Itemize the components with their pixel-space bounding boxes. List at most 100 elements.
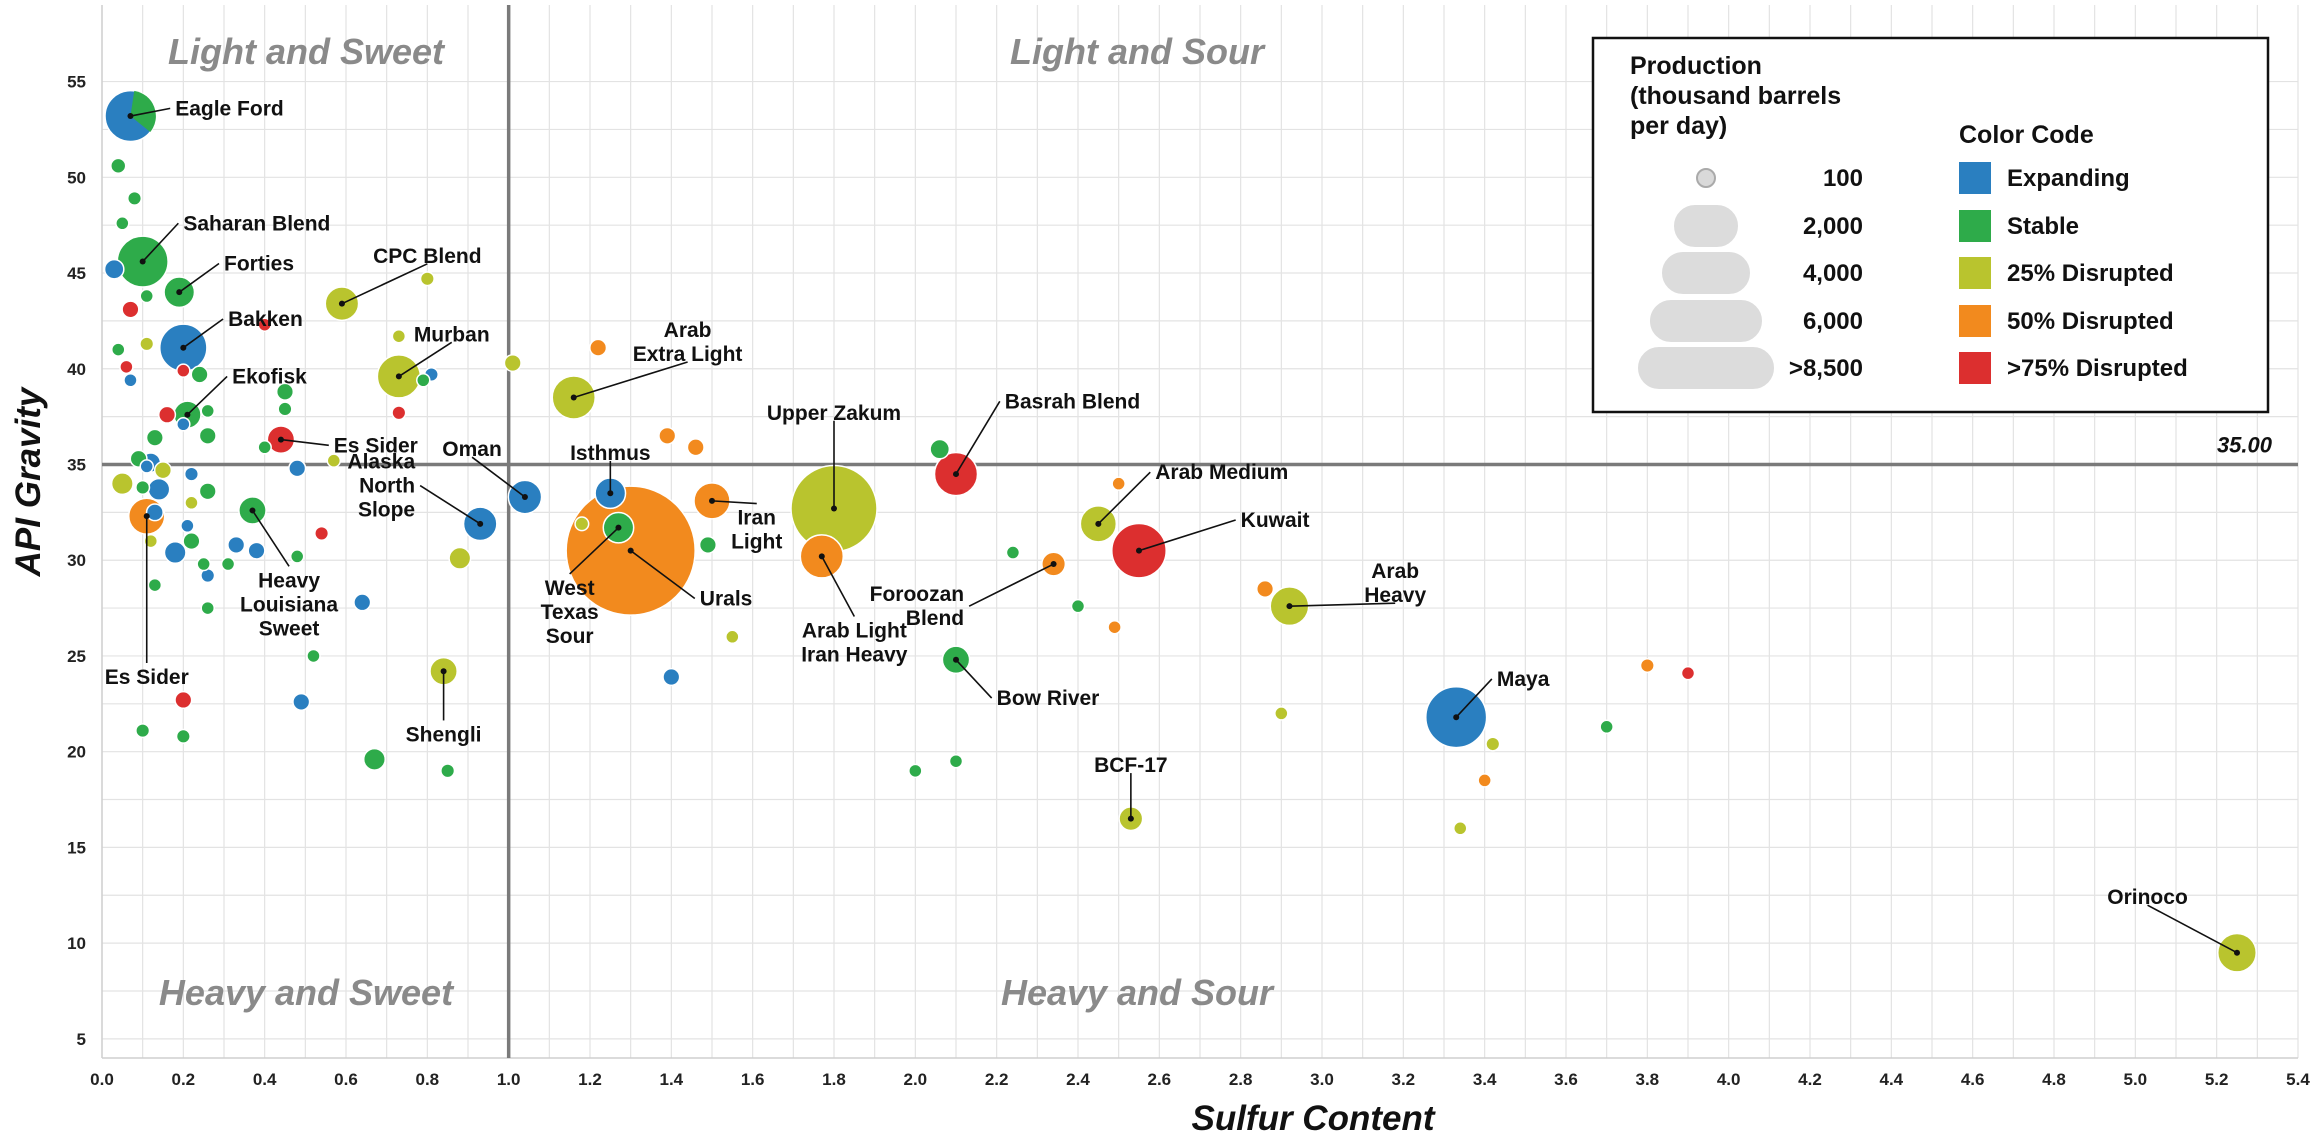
- bubble: [257, 317, 272, 332]
- bubble: [948, 753, 964, 769]
- point-label: Iran Light: [731, 507, 782, 554]
- point-label: Alaska North Slope: [347, 451, 415, 522]
- leader-line: [419, 484, 481, 525]
- bubble: [157, 405, 177, 424]
- leader-line: [821, 556, 856, 617]
- bubble: [1599, 719, 1614, 735]
- point-label: BCF-17: [1094, 754, 1168, 777]
- axis-ticks: 0.0 0.2 0.4 0.6 0.8 1.0 1.2 1.4 1.6 1.8 2.0 2.2 2.4 2…: [67, 73, 2310, 1089]
- bubble: [725, 629, 740, 645]
- point-label-line: West: [545, 577, 595, 600]
- point-label-line: Texas: [541, 601, 599, 624]
- bubble-center-dot: [277, 436, 284, 443]
- point-label-line: Shengli: [406, 723, 482, 746]
- point-label-line: Kuwait: [1241, 509, 1310, 532]
- leader-line: [1097, 471, 1151, 525]
- bubble-slice: [130, 90, 156, 133]
- bubble: [289, 549, 305, 564]
- y-tick-label: 50: [67, 168, 86, 187]
- leader-line: [1455, 678, 1493, 718]
- y-tick-label: 20: [67, 743, 86, 762]
- bubble: [257, 440, 272, 455]
- legend-size-label: 100: [1823, 165, 1863, 192]
- leader-line: [2147, 904, 2238, 954]
- point-label-line: Bakken: [228, 308, 303, 331]
- x-tick-label: 2.8: [1229, 1070, 1253, 1089]
- bubble: [200, 600, 215, 616]
- point-label-line: Basrah Blend: [1005, 390, 1140, 413]
- leader-line: [955, 659, 993, 699]
- point-label-line: Bow River: [997, 687, 1100, 710]
- legend-size-title: Production (thousand barrels per day): [1630, 52, 1841, 140]
- point-label-line: Sour: [546, 625, 594, 648]
- legend-size-label: 6,000: [1803, 308, 1863, 335]
- point-label: Oman: [442, 438, 502, 461]
- x-tick-label: 2.6: [1148, 1070, 1172, 1089]
- x-tick-label: 5.0: [2124, 1070, 2148, 1089]
- legend-color-label: 25% Disrupted: [2007, 260, 2174, 287]
- legend-swatch-d25: [1959, 257, 1991, 289]
- point-label: Arab Extra Light: [633, 319, 743, 366]
- bubble: [929, 438, 951, 460]
- point-label-line: Oman: [442, 438, 502, 461]
- bubble: [247, 541, 266, 560]
- x-tick-label: 1.2: [578, 1070, 602, 1089]
- point-label: West Texas Sour: [541, 577, 599, 648]
- leader-line: [471, 456, 526, 498]
- bubble-center-dot: [627, 547, 634, 554]
- bubble: [175, 728, 191, 744]
- point-label: Eagle Ford: [175, 97, 284, 120]
- point-label: Urals: [700, 588, 753, 611]
- bubble: [184, 495, 199, 511]
- leader-line: [251, 510, 290, 567]
- leader-line: [142, 222, 179, 263]
- leader-line: [955, 400, 1001, 475]
- bubble: [277, 401, 293, 417]
- bubble-center-dot: [1453, 714, 1460, 721]
- leader-line: [711, 500, 757, 505]
- point-label: Isthmus: [570, 442, 651, 465]
- x-tick-label: 0.0: [90, 1070, 114, 1089]
- x-tick-label: 2.0: [904, 1070, 928, 1089]
- point-label-line: Urals: [700, 588, 753, 611]
- bubble-center-dot: [818, 553, 825, 560]
- bubble: [503, 353, 522, 373]
- bubble: [198, 482, 217, 501]
- bubble: [174, 690, 193, 710]
- legend-size-marker: [1696, 168, 1716, 188]
- point-label-line: Forties: [224, 252, 294, 275]
- leader-line: [1289, 602, 1396, 607]
- leader-line: [398, 341, 453, 378]
- legend-swatch-d75: [1959, 352, 1991, 384]
- point-labels: Eagle Ford Saharan Blend Forties Bakken Ekof…: [105, 97, 2240, 956]
- quadrant-bottom-right-label: Heavy and Sour: [1001, 972, 1275, 1013]
- leader-line: [280, 438, 329, 447]
- point-label-line: Light: [731, 531, 782, 554]
- x-axis-title: Sulfur Content: [1191, 1099, 1435, 1131]
- point-label-line: Ekofisk: [232, 365, 307, 388]
- x-tick-label: 5.4: [2286, 1070, 2310, 1089]
- y-tick-label: 25: [67, 647, 86, 666]
- bubble: [135, 723, 151, 739]
- x-tick-label: 1.4: [660, 1070, 684, 1089]
- reference-lines: 35.00: [102, 5, 2298, 1058]
- bubble-center-dot: [139, 258, 146, 265]
- y-tick-label: 35: [67, 455, 86, 474]
- bubble-center-dot: [127, 113, 134, 120]
- leader-line: [573, 361, 688, 399]
- bubble: [589, 338, 608, 357]
- bubble: [1070, 598, 1086, 614]
- bubble-center-dot: [338, 300, 345, 307]
- point-label-line: Upper Zakum: [767, 402, 901, 425]
- bubble: [180, 518, 195, 534]
- legend-size-label: >8,500: [1789, 355, 1863, 382]
- point-label-line: Blend: [906, 607, 964, 630]
- point-label-line: Murban: [414, 323, 490, 346]
- point-label-line: Arab: [1371, 560, 1419, 583]
- bubble: [362, 747, 386, 771]
- point-label-line: Foroozan: [870, 583, 965, 606]
- leader-line: [178, 262, 220, 293]
- bubble: [1485, 736, 1501, 752]
- bubble: [227, 535, 246, 554]
- quadrant-bottom-left-label: Heavy and Sweet: [159, 972, 455, 1013]
